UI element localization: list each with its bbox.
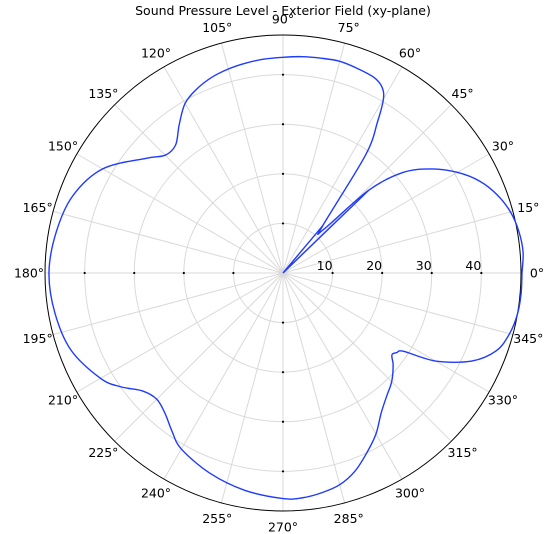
radial-tick-mark [83,271,86,275]
angle-label-210: 210° [48,393,78,408]
angle-label-105: 105° [202,20,232,35]
radial-tick-mark [331,271,334,275]
radial-label-20: 20 [366,258,382,273]
angle-label-195: 195° [23,331,53,346]
radial-tick-mark [133,271,136,275]
spoke-135 [114,104,284,274]
series-null-spike [282,189,370,274]
spoke-330 [282,272,490,393]
spoke-300 [282,272,403,480]
angle-label-300: 300° [395,485,425,500]
spoke-240 [163,272,284,480]
spoke-210 [76,272,284,393]
radial-label-30: 30 [416,258,432,273]
angle-label-285: 285° [334,511,364,526]
spoke-105 [220,42,284,274]
spoke-315 [282,272,452,442]
radial-tick-mark [281,371,285,374]
radial-tick-mark [281,470,285,473]
spoke-285 [282,272,346,504]
radial-tick-mark [182,271,185,275]
angle-label-30: 30° [492,139,514,154]
angle-label-120: 120° [141,46,171,61]
angle-label-330: 330° [488,393,518,408]
angle-label-150: 150° [48,139,78,154]
chart-title: Sound Pressure Level - Exterior Field (x… [135,3,431,18]
spoke-255 [220,272,284,504]
radial-tick-mark [281,321,285,324]
angle-label-75: 75° [338,20,360,35]
spoke-225 [114,272,284,442]
angle-label-225: 225° [88,445,118,460]
angle-label-135: 135° [88,86,118,101]
spoke-345 [282,272,514,336]
angle-label-315: 315° [448,445,478,460]
radial-tick-marks [83,73,483,473]
radial-tick-labels: 10 20 30 40 [317,258,482,273]
angle-label-270: 270° [268,520,298,534]
angle-label-240: 240° [141,485,171,500]
angle-label-180: 180° [14,266,44,281]
spoke-120 [163,66,284,274]
angle-label-255: 255° [202,511,232,526]
radial-tick-mark [281,123,285,126]
radial-tick-mark [281,172,285,175]
spoke-165 [52,210,284,274]
radial-label-40: 40 [465,258,481,273]
angle-label-60: 60° [399,46,421,61]
radial-tick-mark [381,271,384,275]
plot-outer-circle [44,34,522,512]
angle-label-15: 15° [517,200,539,215]
radial-label-10: 10 [317,258,333,273]
radial-tick-mark [281,222,285,225]
radial-tick-mark [281,420,285,423]
spoke-75 [282,42,346,274]
angle-label-165: 165° [23,200,53,215]
radial-tick-mark [232,271,235,275]
radial-tick-mark [430,271,433,275]
spoke-195 [52,272,284,336]
angle-label-0: 0° [530,266,544,281]
series-line [48,55,524,500]
spoke-150 [76,153,284,274]
radial-tick-mark [281,73,285,76]
angle-label-45: 45° [452,86,474,101]
radial-tick-mark [480,271,483,275]
angle-tick-labels: 0° 15° 30° 45° 60° 75° 90° 105° 120° 135° 150° 165°… [14,12,544,534]
angle-label-90: 90° [272,12,294,27]
angle-label-345: 345° [513,331,543,346]
